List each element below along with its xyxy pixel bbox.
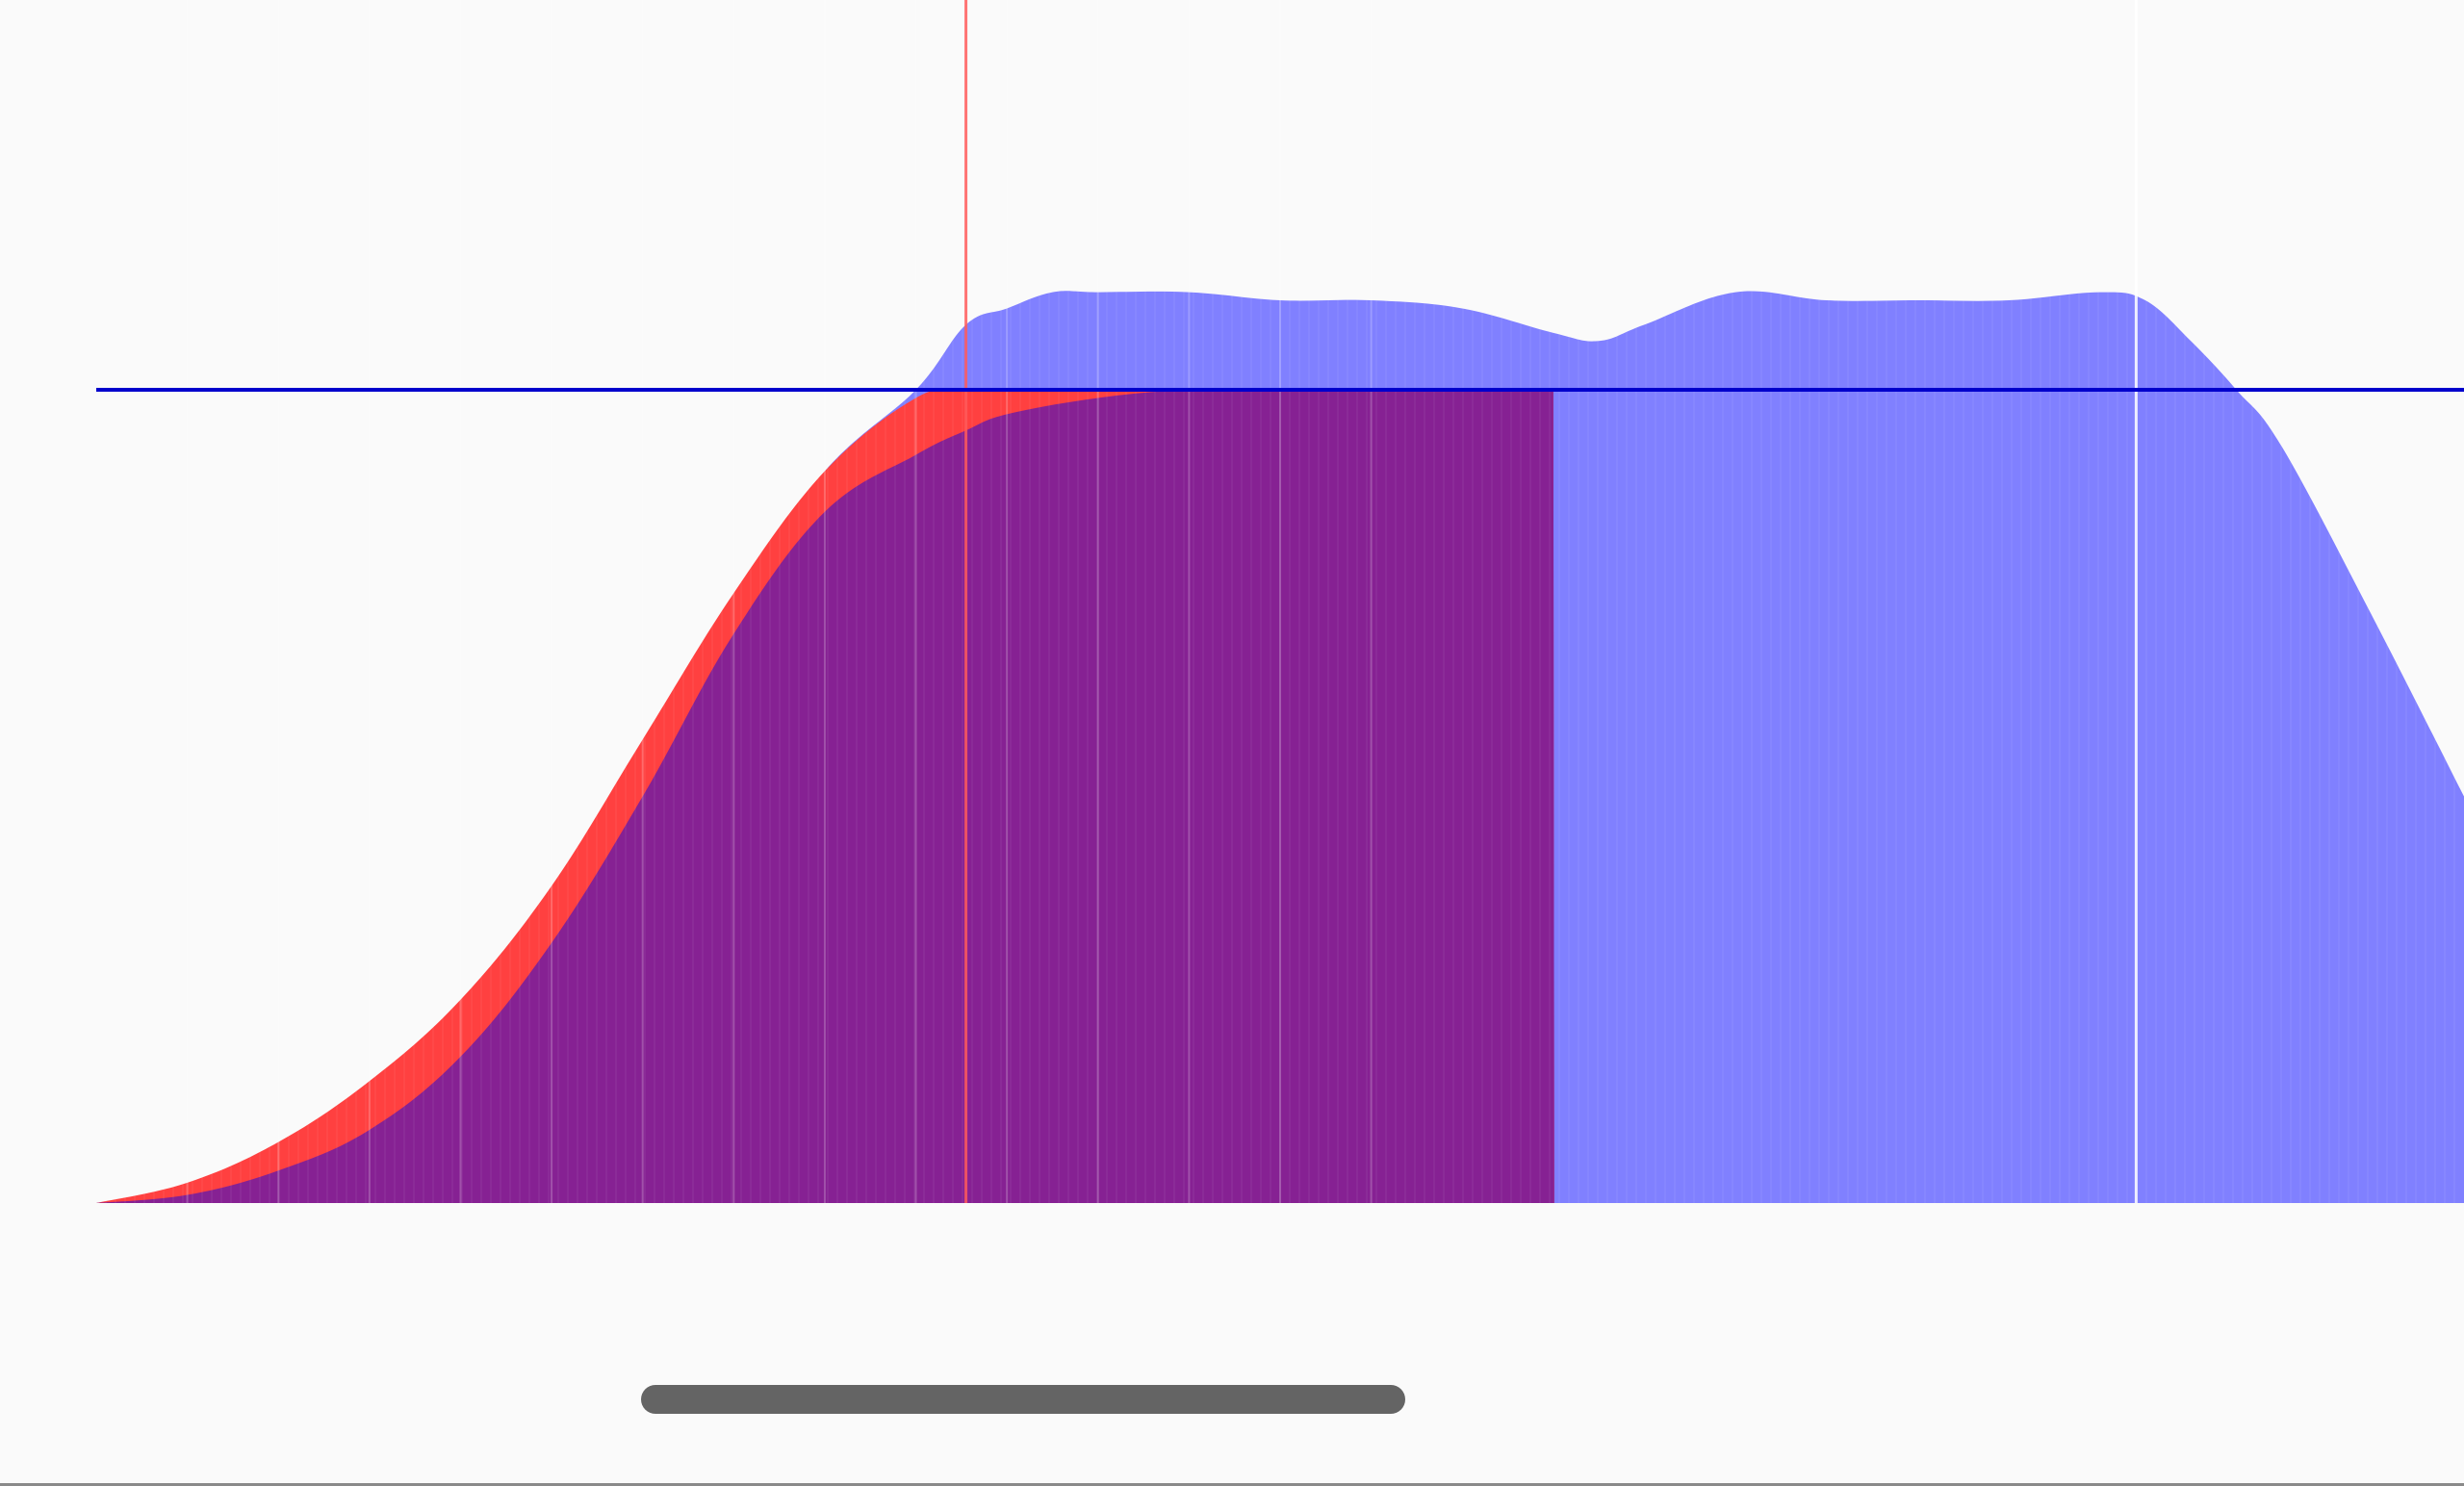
horizontal-scrollbar[interactable] bbox=[641, 1385, 1405, 1414]
bottom-divider bbox=[0, 1483, 2464, 1486]
series-layer bbox=[96, 291, 2464, 1203]
vertical-stripes bbox=[105, 0, 2455, 1203]
purple-series-area bbox=[96, 389, 1554, 1203]
